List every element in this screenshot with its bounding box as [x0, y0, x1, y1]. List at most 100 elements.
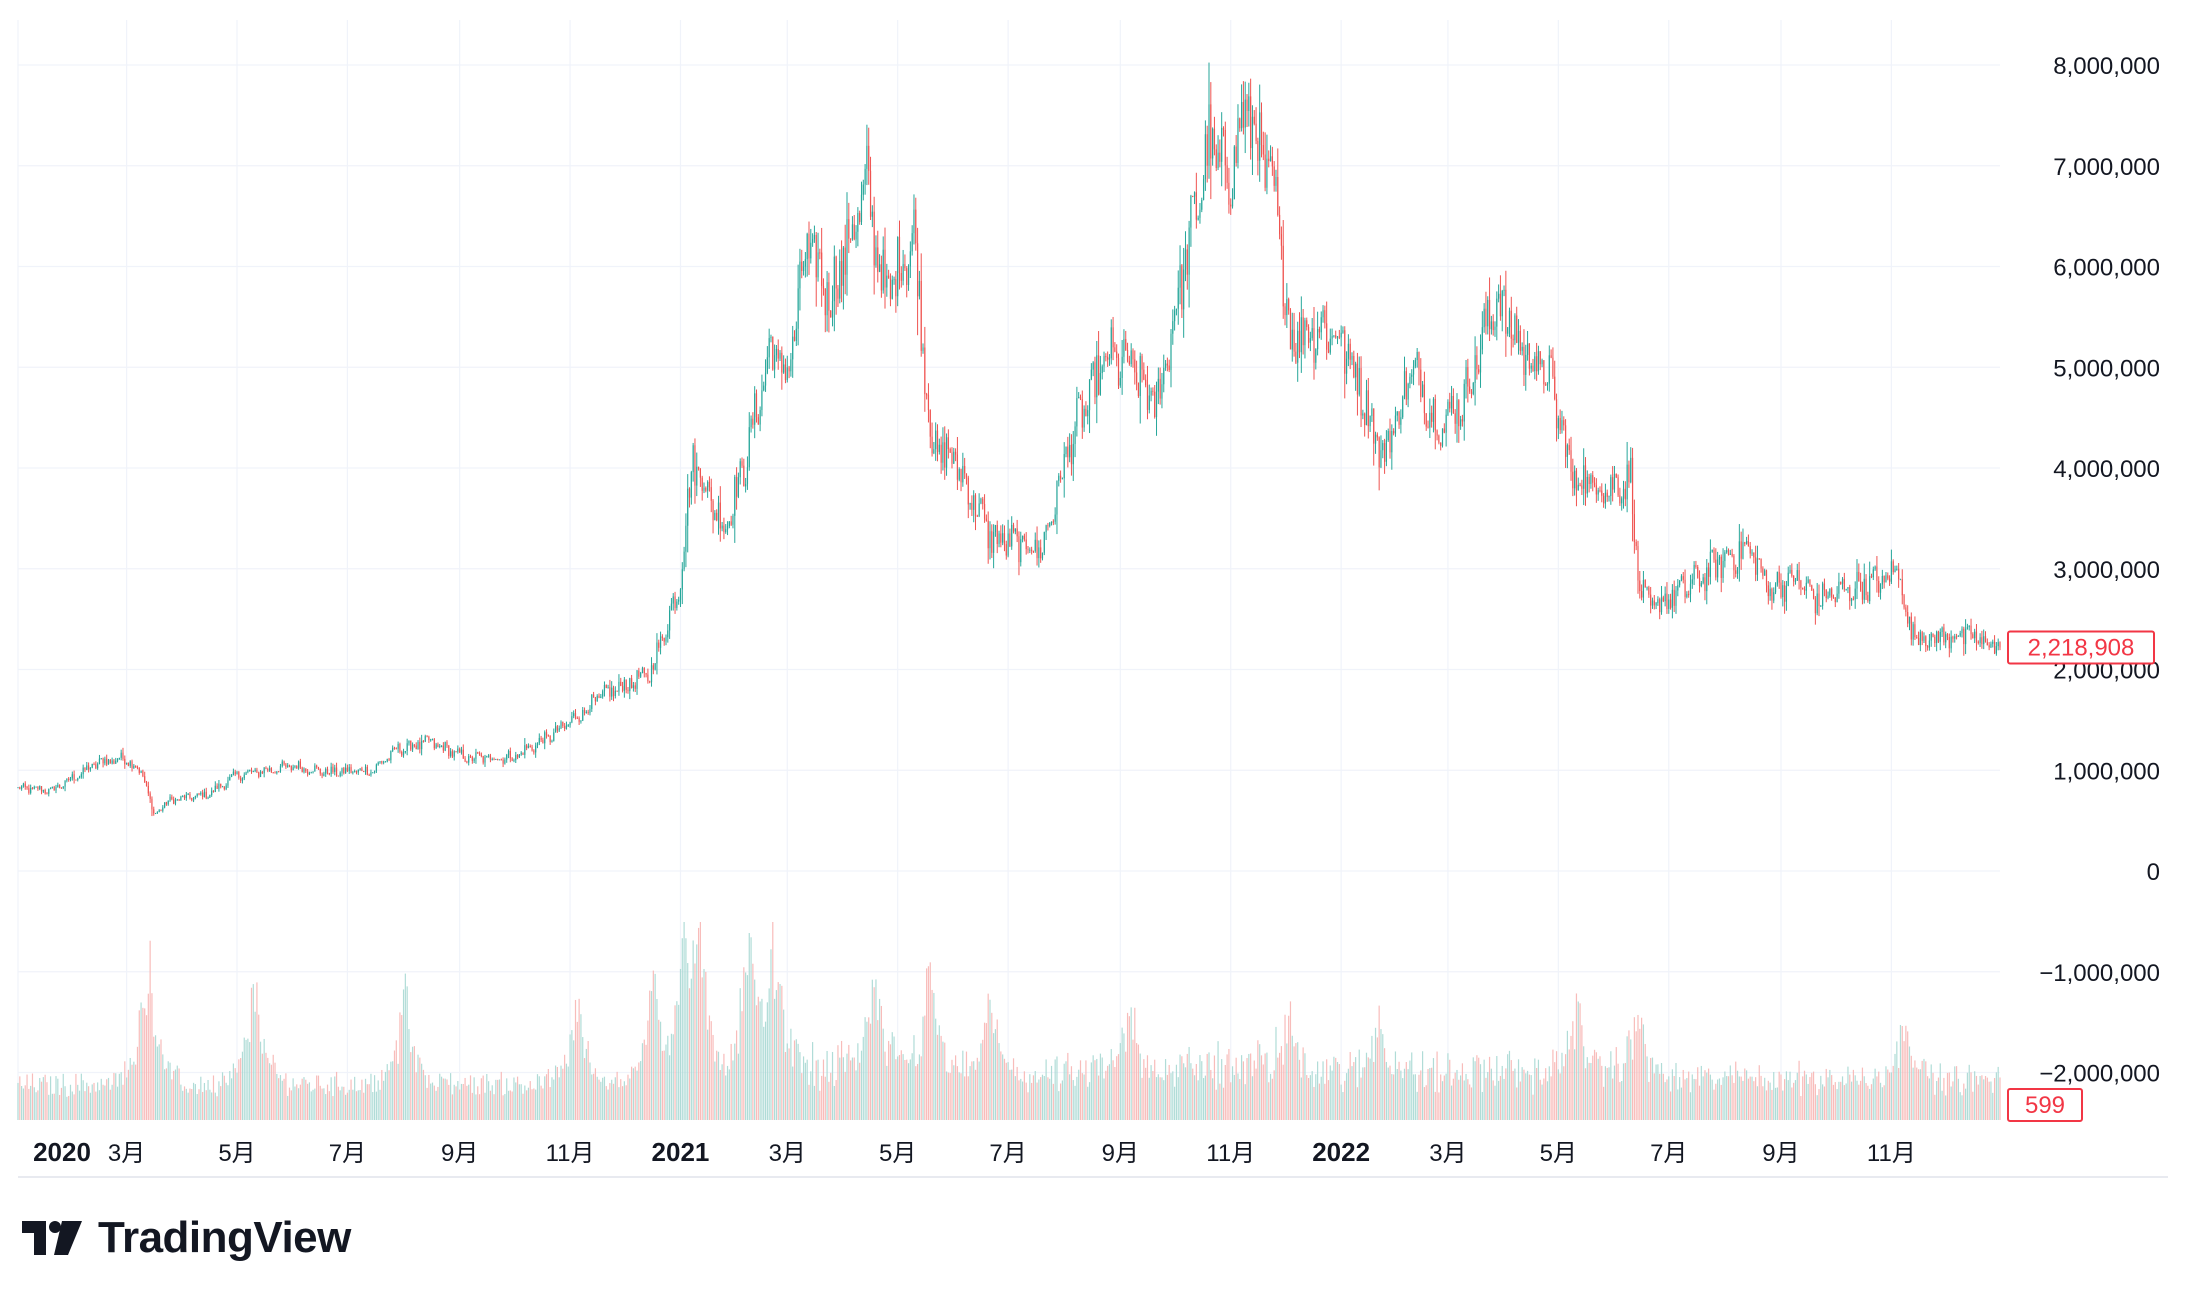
- candle-body: [1441, 428, 1444, 446]
- volume-bar: [238, 1059, 240, 1120]
- candle-body: [1688, 594, 1690, 596]
- volume-bar: [926, 968, 928, 1120]
- volume-bar: [1371, 1035, 1373, 1120]
- volume-bar: [1333, 1056, 1335, 1120]
- candle-body: [801, 261, 803, 272]
- volume-bar: [918, 1054, 921, 1120]
- volume-bar: [692, 940, 694, 1120]
- candle-body: [967, 477, 969, 505]
- candle-body: [1586, 476, 1588, 494]
- candle-body: [562, 721, 564, 727]
- candle-body: [922, 347, 924, 351]
- volume-bar: [53, 1093, 55, 1120]
- candle-body: [1047, 525, 1049, 527]
- candle-body: [444, 742, 446, 751]
- volume-bar: [71, 1091, 73, 1120]
- candle-body: [1849, 587, 1851, 602]
- candle-body: [1986, 642, 1988, 646]
- volume-bar: [1785, 1071, 1788, 1120]
- volume-bar: [1662, 1073, 1664, 1120]
- candle-body: [221, 786, 224, 788]
- volume-bar: [522, 1093, 524, 1120]
- volume-bar: [140, 1002, 142, 1120]
- candle-body: [1679, 581, 1681, 586]
- candle-body: [1809, 579, 1811, 586]
- tradingview-logo[interactable]: TradingView: [22, 1208, 351, 1268]
- candle-body: [261, 771, 263, 774]
- candle-body: [1117, 357, 1120, 386]
- volume-bar: [962, 1050, 964, 1120]
- volume-bar: [571, 1030, 573, 1120]
- volume-bar: [1367, 1057, 1369, 1120]
- candle-body: [1845, 588, 1847, 590]
- price-axis-label: 7,000,000: [2053, 154, 2160, 181]
- candle-body: [623, 679, 625, 691]
- candle-body: [209, 795, 211, 798]
- candle-body: [64, 780, 66, 787]
- candle-body: [433, 739, 435, 749]
- candle-body: [998, 533, 1000, 544]
- candle-body: [1803, 589, 1806, 591]
- volume-bar: [886, 1065, 888, 1120]
- candles: [17, 62, 2001, 817]
- volume-bar: [605, 1086, 607, 1120]
- volume-bar: [1279, 1052, 1281, 1120]
- volume-bar: [746, 975, 749, 1120]
- candle-body: [1729, 553, 1731, 555]
- candle-body: [1975, 631, 1978, 642]
- candle-body: [1903, 595, 1905, 608]
- volume-bar: [319, 1085, 321, 1120]
- candle-body: [1612, 477, 1614, 490]
- volume-bar: [357, 1090, 359, 1120]
- volume-bar: [169, 1062, 171, 1120]
- volume-bar: [1532, 1094, 1534, 1120]
- volume-bar: [1233, 1074, 1235, 1120]
- candle-body: [390, 750, 392, 761]
- volume-bar: [1713, 1089, 1715, 1120]
- candle-body: [661, 636, 663, 638]
- candle-body: [647, 674, 649, 682]
- volume-bar: [839, 1057, 841, 1120]
- volume-bar: [1789, 1071, 1791, 1120]
- candle-body: [1226, 165, 1228, 183]
- candle-body: [1476, 355, 1478, 370]
- volume-bar: [39, 1077, 41, 1120]
- candle-body: [1233, 146, 1235, 200]
- volume-bar: [672, 1034, 674, 1120]
- candle-body: [1244, 99, 1246, 128]
- candle-body: [1974, 631, 1976, 639]
- volume-bar: [1067, 1052, 1069, 1120]
- volume-bar: [893, 1036, 895, 1120]
- candle-body: [1481, 327, 1483, 350]
- volume-bar: [1849, 1074, 1851, 1120]
- candle-body: [296, 766, 298, 769]
- candle-body: [1829, 588, 1831, 596]
- candle-body: [886, 275, 888, 288]
- candle-body: [457, 748, 459, 752]
- volume-bar: [218, 1081, 220, 1120]
- volume-bar: [1201, 1061, 1203, 1120]
- volume-bar: [22, 1088, 25, 1120]
- candle-body: [270, 768, 273, 773]
- volume-bar: [368, 1084, 370, 1120]
- volume-bar: [1326, 1059, 1328, 1120]
- volume-bar: [938, 1025, 940, 1120]
- volume-bar: [1387, 1067, 1389, 1120]
- volume-bar: [417, 1054, 419, 1120]
- volume-bar: [974, 1069, 977, 1120]
- volume-bar: [1114, 1067, 1116, 1120]
- volume-bar: [1555, 1051, 1558, 1120]
- candle-body: [739, 461, 741, 478]
- volume-bar: [261, 1053, 263, 1120]
- candle-body: [522, 752, 524, 755]
- volume-bar: [585, 1048, 587, 1120]
- volume-bar: [1474, 1061, 1476, 1120]
- volume-bar: [1698, 1085, 1701, 1120]
- candle-body: [37, 786, 39, 790]
- candle-body: [410, 740, 412, 750]
- volume-bar: [1597, 1058, 1599, 1120]
- candle-body: [1993, 641, 1996, 654]
- candle-body: [1977, 641, 1979, 643]
- volume-bar: [945, 1071, 948, 1120]
